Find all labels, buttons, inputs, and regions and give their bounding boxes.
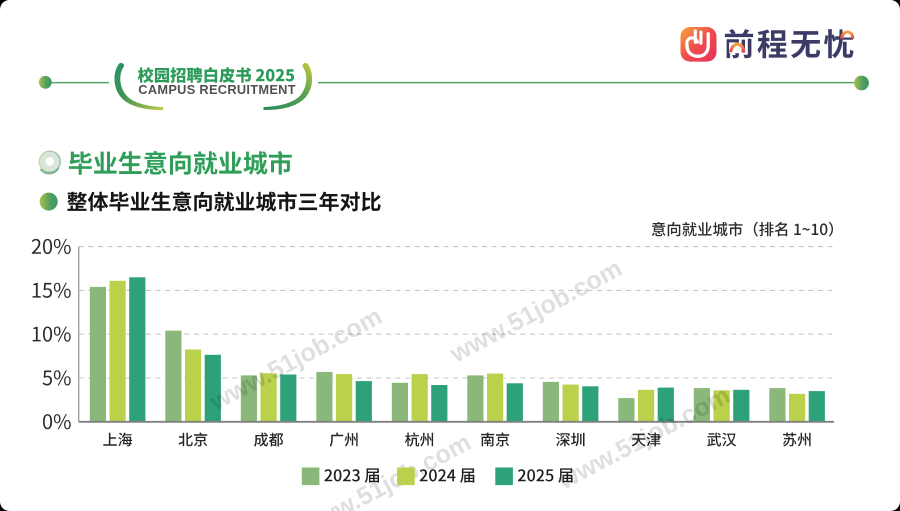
svg-text:CAMPUS RECRUITMENT: CAMPUS RECRUITMENT xyxy=(138,82,296,97)
svg-text:www.51job.com: www.51job.com xyxy=(294,428,476,511)
svg-text:www.51job.com: www.51job.com xyxy=(445,254,627,369)
